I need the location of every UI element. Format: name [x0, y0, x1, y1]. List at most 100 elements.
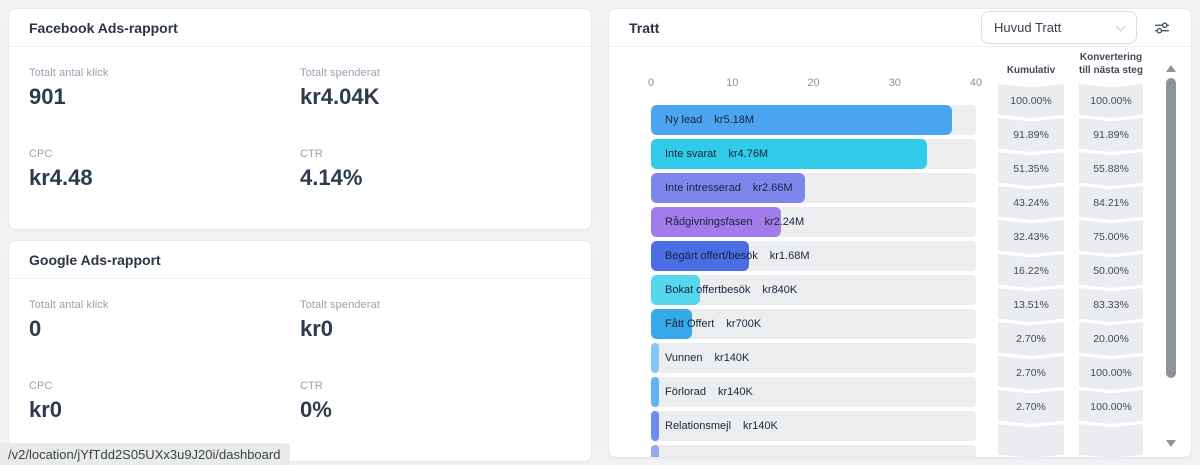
metric-value: 901	[29, 84, 66, 109]
funnel-row: Fått Offert kr700K	[651, 309, 976, 343]
cumulative-chip: 2.70%	[998, 390, 1064, 424]
google-ads-card-header: Google Ads-rapport	[9, 241, 591, 279]
funnel-stage-name: Inte intresserad	[665, 182, 741, 194]
funnel-row: Ny lead kr5.18M	[651, 105, 976, 139]
facebook-ads-card-header: Facebook Ads-rapport	[9, 9, 591, 47]
cumulative-chip: 91.89%	[998, 118, 1064, 152]
funnel-bar[interactable]	[651, 139, 928, 169]
funnel-card-title: Tratt	[629, 19, 660, 36]
metric-label: Totalt spenderat	[300, 299, 380, 311]
funnel-stage-name: Förlorad	[665, 386, 706, 398]
conversion-chip: 83.33%	[1079, 288, 1143, 322]
funnel-row-track	[651, 445, 976, 457]
funnel-row: Bokat offertbesök kr840K	[651, 275, 976, 309]
metric-label: CPC	[29, 380, 53, 392]
axis-tick: 10	[726, 77, 739, 89]
funnel-bar[interactable]	[651, 343, 660, 373]
funnel-bar-label: Ny lead kr5.18M	[665, 105, 754, 135]
funnel-stage-name: Begärt offert/besök	[665, 250, 758, 262]
funnel-bar-label: Relationsmejl kr140K	[665, 411, 778, 441]
funnel-stage-amount: kr840K	[762, 284, 798, 296]
facebook-ads-card-title: Facebook Ads-rapport	[29, 19, 178, 36]
cumulative-chip: 2.70%	[998, 356, 1064, 390]
scroll-down-icon[interactable]	[1166, 440, 1176, 447]
funnel-bar-label: Vunnen kr140K	[665, 343, 749, 373]
scroll-up-icon[interactable]	[1166, 65, 1176, 72]
funnel-row	[651, 445, 976, 457]
metric-value: kr0	[300, 316, 334, 341]
funnel-bar[interactable]	[651, 275, 700, 305]
cumulative-chip: 43.24%	[998, 186, 1064, 220]
funnel-row: Rådgivningsfasen kr2.24M	[651, 207, 976, 241]
status-bar-url: /v2/location/jYfTdd2S05UXx3u9J20i/dashbo…	[0, 443, 291, 465]
funnel-row-track: Ny lead kr5.18M	[651, 105, 976, 135]
conversion-chip: 91.89%	[1079, 118, 1143, 152]
metric-value: kr0	[29, 397, 63, 422]
funnel-bar[interactable]	[651, 241, 749, 271]
funnel-row: Begärt offert/besök kr1.68M	[651, 241, 976, 275]
axis-tick: 40	[969, 77, 983, 89]
scrollbar-track[interactable]	[1166, 78, 1176, 378]
conversion-chip: 20.00%	[1079, 322, 1143, 356]
funnel-row: Relationsmejl kr140K	[651, 411, 976, 445]
funnel-scrollbar[interactable]	[1165, 65, 1177, 447]
funnel-selector[interactable]: Huvud Tratt	[981, 11, 1137, 44]
cumulative-chip: 51.35%	[998, 152, 1064, 186]
google-ads-card-title: Google Ads-rapport	[29, 251, 161, 268]
funnel-row-track: Rådgivningsfasen kr2.24M	[651, 207, 976, 237]
metric-label: Totalt antal klick	[29, 299, 109, 311]
funnel-bar[interactable]	[651, 377, 660, 407]
funnel-bar[interactable]	[651, 105, 952, 135]
cumulative-column: Kumulativ 100.00% 91.89% 51.35% 43.24% 32.43…	[998, 47, 1064, 457]
chevron-down-icon	[1115, 21, 1126, 31]
funnel-chart: 0 10 20 30 40 Ny lead kr5.18M Inte svarat kr4.7…	[609, 47, 1191, 457]
metric: CPC kr4.48	[29, 148, 300, 191]
funnel-bar[interactable]	[651, 173, 806, 203]
funnel-bar[interactable]	[651, 309, 692, 339]
cumulative-chip: 13.51%	[998, 288, 1064, 322]
facebook-ads-metrics: Totalt antal klick 901 Totalt spenderat kr4…	[9, 47, 591, 191]
google-ads-metrics: Totalt antal klick 0 Totalt spenderat kr0 CP…	[9, 279, 591, 423]
funnel-bar[interactable]	[651, 207, 781, 237]
funnel-stage-amount: kr2.24M	[764, 216, 805, 228]
funnel-row-track: Fått Offert kr700K	[651, 309, 976, 339]
metric-value: 0%	[300, 397, 332, 422]
conversion-chip: 75.00%	[1079, 220, 1143, 254]
funnel-bar-label: Förlorad kr140K	[665, 377, 753, 407]
funnel-stage-name: Vunnen	[665, 352, 703, 364]
cumulative-column-header: Kumulativ	[1006, 64, 1056, 76]
funnel-stage-amount: kr1.68M	[769, 250, 810, 262]
funnel-row: Inte intresserad kr2.66M	[651, 173, 976, 207]
funnel-bar-label: Fått Offert kr700K	[665, 309, 761, 339]
conversion-column: Konvertering till nästa steg 100.00% 91.8…	[1079, 47, 1143, 457]
funnel-stage-amount: kr4.76M	[728, 148, 769, 160]
funnel-bar[interactable]	[651, 411, 660, 441]
metric: Totalt spenderat kr0	[300, 299, 571, 342]
funnel-stage-name: Relationsmejl	[665, 420, 732, 432]
funnel-selector-value: Huvud Tratt	[994, 20, 1062, 35]
funnel-row-track: Begärt offert/besök kr1.68M	[651, 241, 976, 271]
sliders-icon[interactable]	[1153, 19, 1171, 37]
funnel-header-controls: Huvud Tratt	[981, 11, 1171, 44]
funnel-stage-amount: kr140K	[743, 420, 778, 432]
metric: Totalt antal klick 0	[29, 299, 300, 342]
facebook-ads-card: Facebook Ads-rapport Totalt antal klick 9…	[8, 8, 592, 230]
funnel-row-track: Förlorad kr140K	[651, 377, 976, 407]
metric-label: CTR	[300, 148, 323, 160]
funnel-row-track: Bokat offertbesök kr840K	[651, 275, 976, 305]
metric-label: Totalt spenderat	[300, 67, 380, 79]
funnel-bar-label: Rådgivningsfasen kr2.24M	[665, 207, 804, 237]
metric-value: 4.14%	[300, 165, 363, 190]
axis-tick: 20	[807, 77, 820, 89]
funnel-row-track: Relationsmejl kr140K	[651, 411, 976, 441]
scrollbar-thumb[interactable]	[1166, 78, 1176, 378]
funnel-card-header: Tratt Huvud Tratt	[609, 9, 1191, 47]
funnel-bar[interactable]	[651, 445, 660, 457]
funnel-stage-name: Inte svarat	[665, 148, 717, 160]
google-ads-card: Google Ads-rapport Totalt antal klick 0 To…	[8, 240, 592, 462]
conversion-chip: 100.00%	[1079, 84, 1143, 118]
funnel-row-track: Inte intresserad kr2.66M	[651, 173, 976, 203]
cumulative-chips: 100.00% 91.89% 51.35% 43.24% 32.43% 16.22% 13.…	[998, 84, 1064, 457]
funnel-stage-amount: kr140K	[714, 352, 750, 364]
metric: Totalt spenderat kr4.04K	[300, 67, 571, 110]
